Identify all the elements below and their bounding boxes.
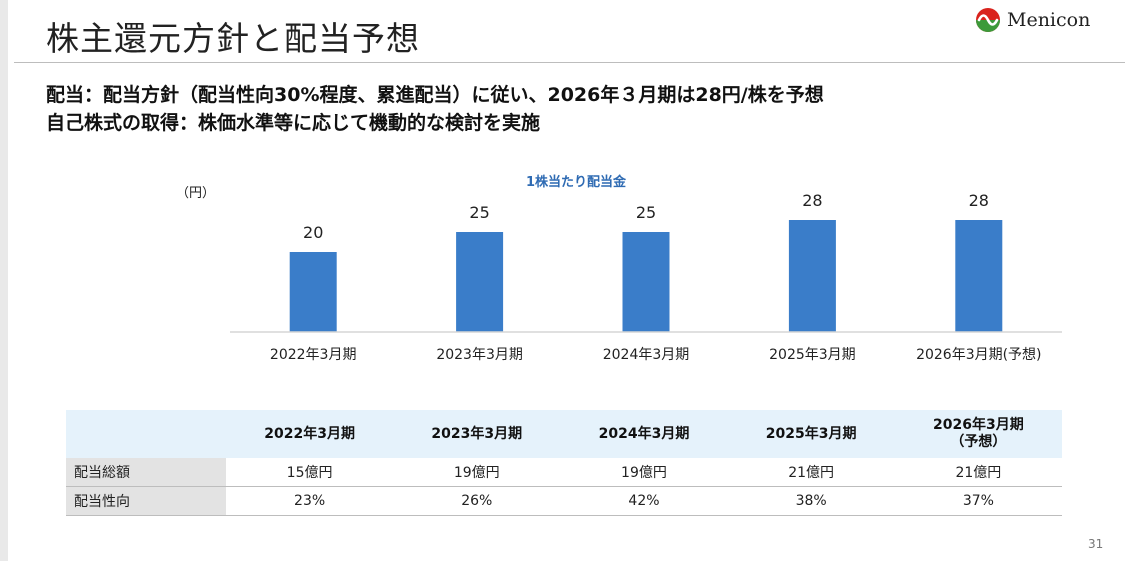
table-cell: 21億円 xyxy=(727,458,895,487)
bar-3 xyxy=(622,232,670,332)
table-row: 配当性向 23% 26% 42% 38% 37% xyxy=(66,486,1062,516)
table-column-header: 2023年3月期 xyxy=(393,410,561,458)
category-label-5: 2026年3月期(予想) xyxy=(916,347,1041,363)
table-cell: 19億円 xyxy=(393,458,561,487)
left-edge-strip xyxy=(0,0,8,561)
category-label-1: 2022年3月期 xyxy=(270,347,357,363)
company-logo: Menicon xyxy=(975,6,1090,34)
bar-5 xyxy=(955,220,1003,332)
menicon-logo-icon xyxy=(976,8,1000,32)
data-label-1: 20 xyxy=(303,223,323,242)
dividend-summary-table: 2022年3月期 2023年3月期 2024年3月期 2025年3月期 2026… xyxy=(66,410,1062,516)
chart-title: 1株当たり配当金 xyxy=(526,174,627,190)
data-label-2: 25 xyxy=(469,203,489,222)
data-label-4: 28 xyxy=(802,191,822,210)
table-cell: 23% xyxy=(226,486,394,516)
table-cell: 26% xyxy=(393,486,561,516)
table-cell: 19億円 xyxy=(560,458,728,487)
table-column-header: 2024年3月期 xyxy=(560,410,728,458)
data-label-3: 25 xyxy=(636,203,656,222)
row-label-payout-ratio: 配当性向 xyxy=(66,486,226,516)
bar-4 xyxy=(788,220,836,332)
table-column-header: 2026年3月期 （予想） xyxy=(894,410,1062,458)
category-label-3: 2024年3月期 xyxy=(603,347,690,363)
dividend-policy-text: 配当：配当方針（配当性向30%程度、累進配当）に従い、2026年３月期は28円/… xyxy=(46,84,824,106)
table-header-row: 2022年3月期 2023年3月期 2024年3月期 2025年3月期 2026… xyxy=(66,410,1062,458)
table-row: 配当総額 15億円 19億円 19億円 21億円 21億円 xyxy=(66,458,1062,487)
table-cell: 21億円 xyxy=(894,458,1062,487)
table-cell: 37% xyxy=(894,486,1062,516)
bars-group: 20 2022年3月期 25 2023年3月期 25 2024年3月期 28 2025年3月期… xyxy=(270,191,1042,363)
table-cell: 42% xyxy=(560,486,728,516)
bar-1 xyxy=(289,252,337,332)
category-label-4: 2025年3月期 xyxy=(769,347,856,363)
header-divider xyxy=(14,62,1125,63)
row-label-total-dividend: 配当総額 xyxy=(66,458,226,487)
table-cell: 38% xyxy=(727,486,895,516)
category-label-2: 2023年3月期 xyxy=(436,347,523,363)
table-cell: 15億円 xyxy=(226,458,394,487)
dividend-per-share-chart: 1株当たり配当金 （円） 20 2022年3月期 25 2023年3月期 25 2024年… xyxy=(176,174,1062,363)
data-label-5: 28 xyxy=(969,191,989,210)
logo-text: Menicon xyxy=(1007,9,1091,31)
table-column-header: 2022年3月期 xyxy=(226,410,394,458)
table-column-header: 2025年3月期 xyxy=(727,410,895,458)
share-buyback-text: 自己株式の取得：株価水準等に応じて機動的な検討を実施 xyxy=(46,112,541,134)
bar-2 xyxy=(456,232,504,332)
page-number: 31 xyxy=(1088,537,1104,551)
y-axis-unit-label: （円） xyxy=(176,186,215,201)
page-title: 株主還元方針と配当予想 xyxy=(46,19,420,58)
column-header-forecast: 2026年3月期 （予想） xyxy=(933,417,1024,450)
table-corner-cell xyxy=(66,410,226,458)
